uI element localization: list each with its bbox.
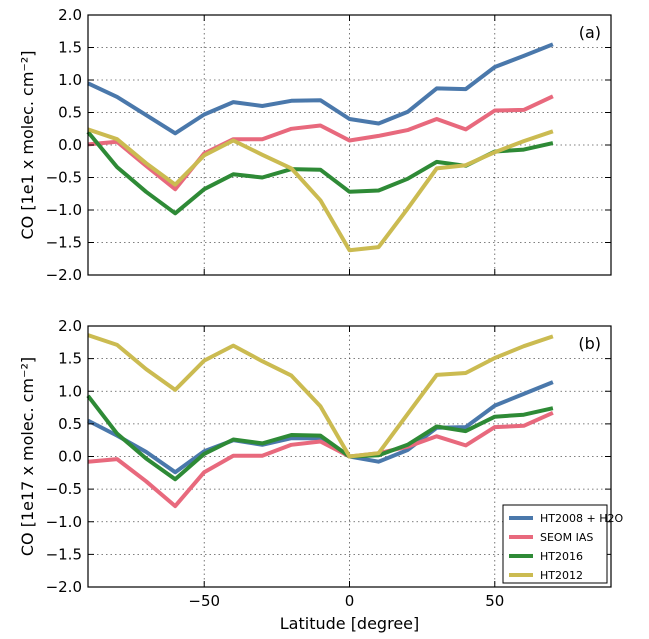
y-tick-label: −2.0: [46, 578, 82, 596]
series-line-3: [87, 127, 554, 253]
panel-b: 2.0 1.5 1.0 0.5 0.0 −0.5 −1.0 −1.5 −2.0 −50 0 50 (b)…: [18, 317, 623, 633]
y-tick-label: −1.0: [46, 513, 82, 531]
x-tick-label: 0: [345, 592, 355, 610]
series-line-0: [87, 380, 554, 475]
y-tick-label: 0.0: [58, 448, 82, 466]
legend-label-2: HT2016: [540, 550, 583, 563]
y-tick-label: 1.5: [58, 350, 82, 368]
y-tick-label: 0.0: [58, 136, 82, 154]
series-line-3: [87, 333, 554, 459]
legend-label-1: SEOM IAS: [540, 531, 593, 544]
x-tick-label: 50: [485, 592, 504, 610]
y-tick-label: −1.5: [46, 234, 82, 252]
legend: HT2008 + H2O SEOM IAS HT2016 HT2012: [502, 504, 623, 584]
y-axis-label: CO [1e17 x molec. cm⁻²]: [18, 357, 37, 556]
panel-label: (a): [579, 23, 601, 42]
y-tick-label: 2.0: [58, 6, 82, 24]
legend-label-3: HT2012: [540, 569, 583, 582]
panel-label: (b): [578, 334, 601, 353]
y-tick-label: 0.5: [58, 415, 82, 433]
y-tick-label: −0.5: [46, 169, 82, 187]
y-tick-label: −1.5: [46, 545, 82, 563]
y-tick-label: 1.5: [58, 39, 82, 57]
x-tick-label: −50: [188, 592, 220, 610]
series-line-0: [87, 42, 554, 136]
y-tick-label: 1.0: [58, 71, 82, 89]
y-tick-label: −0.5: [46, 480, 82, 498]
y-axis-label: CO [1e1 x molec. cm⁻²]: [18, 50, 37, 239]
y-tick-label: 1.0: [58, 382, 82, 400]
series-line-2: [86, 394, 554, 482]
series-line-1: [87, 410, 554, 509]
y-tick-label: 0.5: [58, 104, 82, 122]
legend-label-0: HT2008 + H2O: [540, 512, 623, 525]
y-tick-label: −2.0: [46, 266, 82, 284]
series-line-1: [87, 94, 554, 192]
y-tick-label: 2.0: [58, 317, 82, 335]
panel-a: 2.0 1.5 1.0 0.5 0.0 −0.5 −1.0 −1.5 −2.0 (a) CO [1e…: [18, 6, 612, 284]
x-axis-label: Latitude [degree]: [280, 614, 420, 633]
y-tick-label: −1.0: [46, 201, 82, 219]
